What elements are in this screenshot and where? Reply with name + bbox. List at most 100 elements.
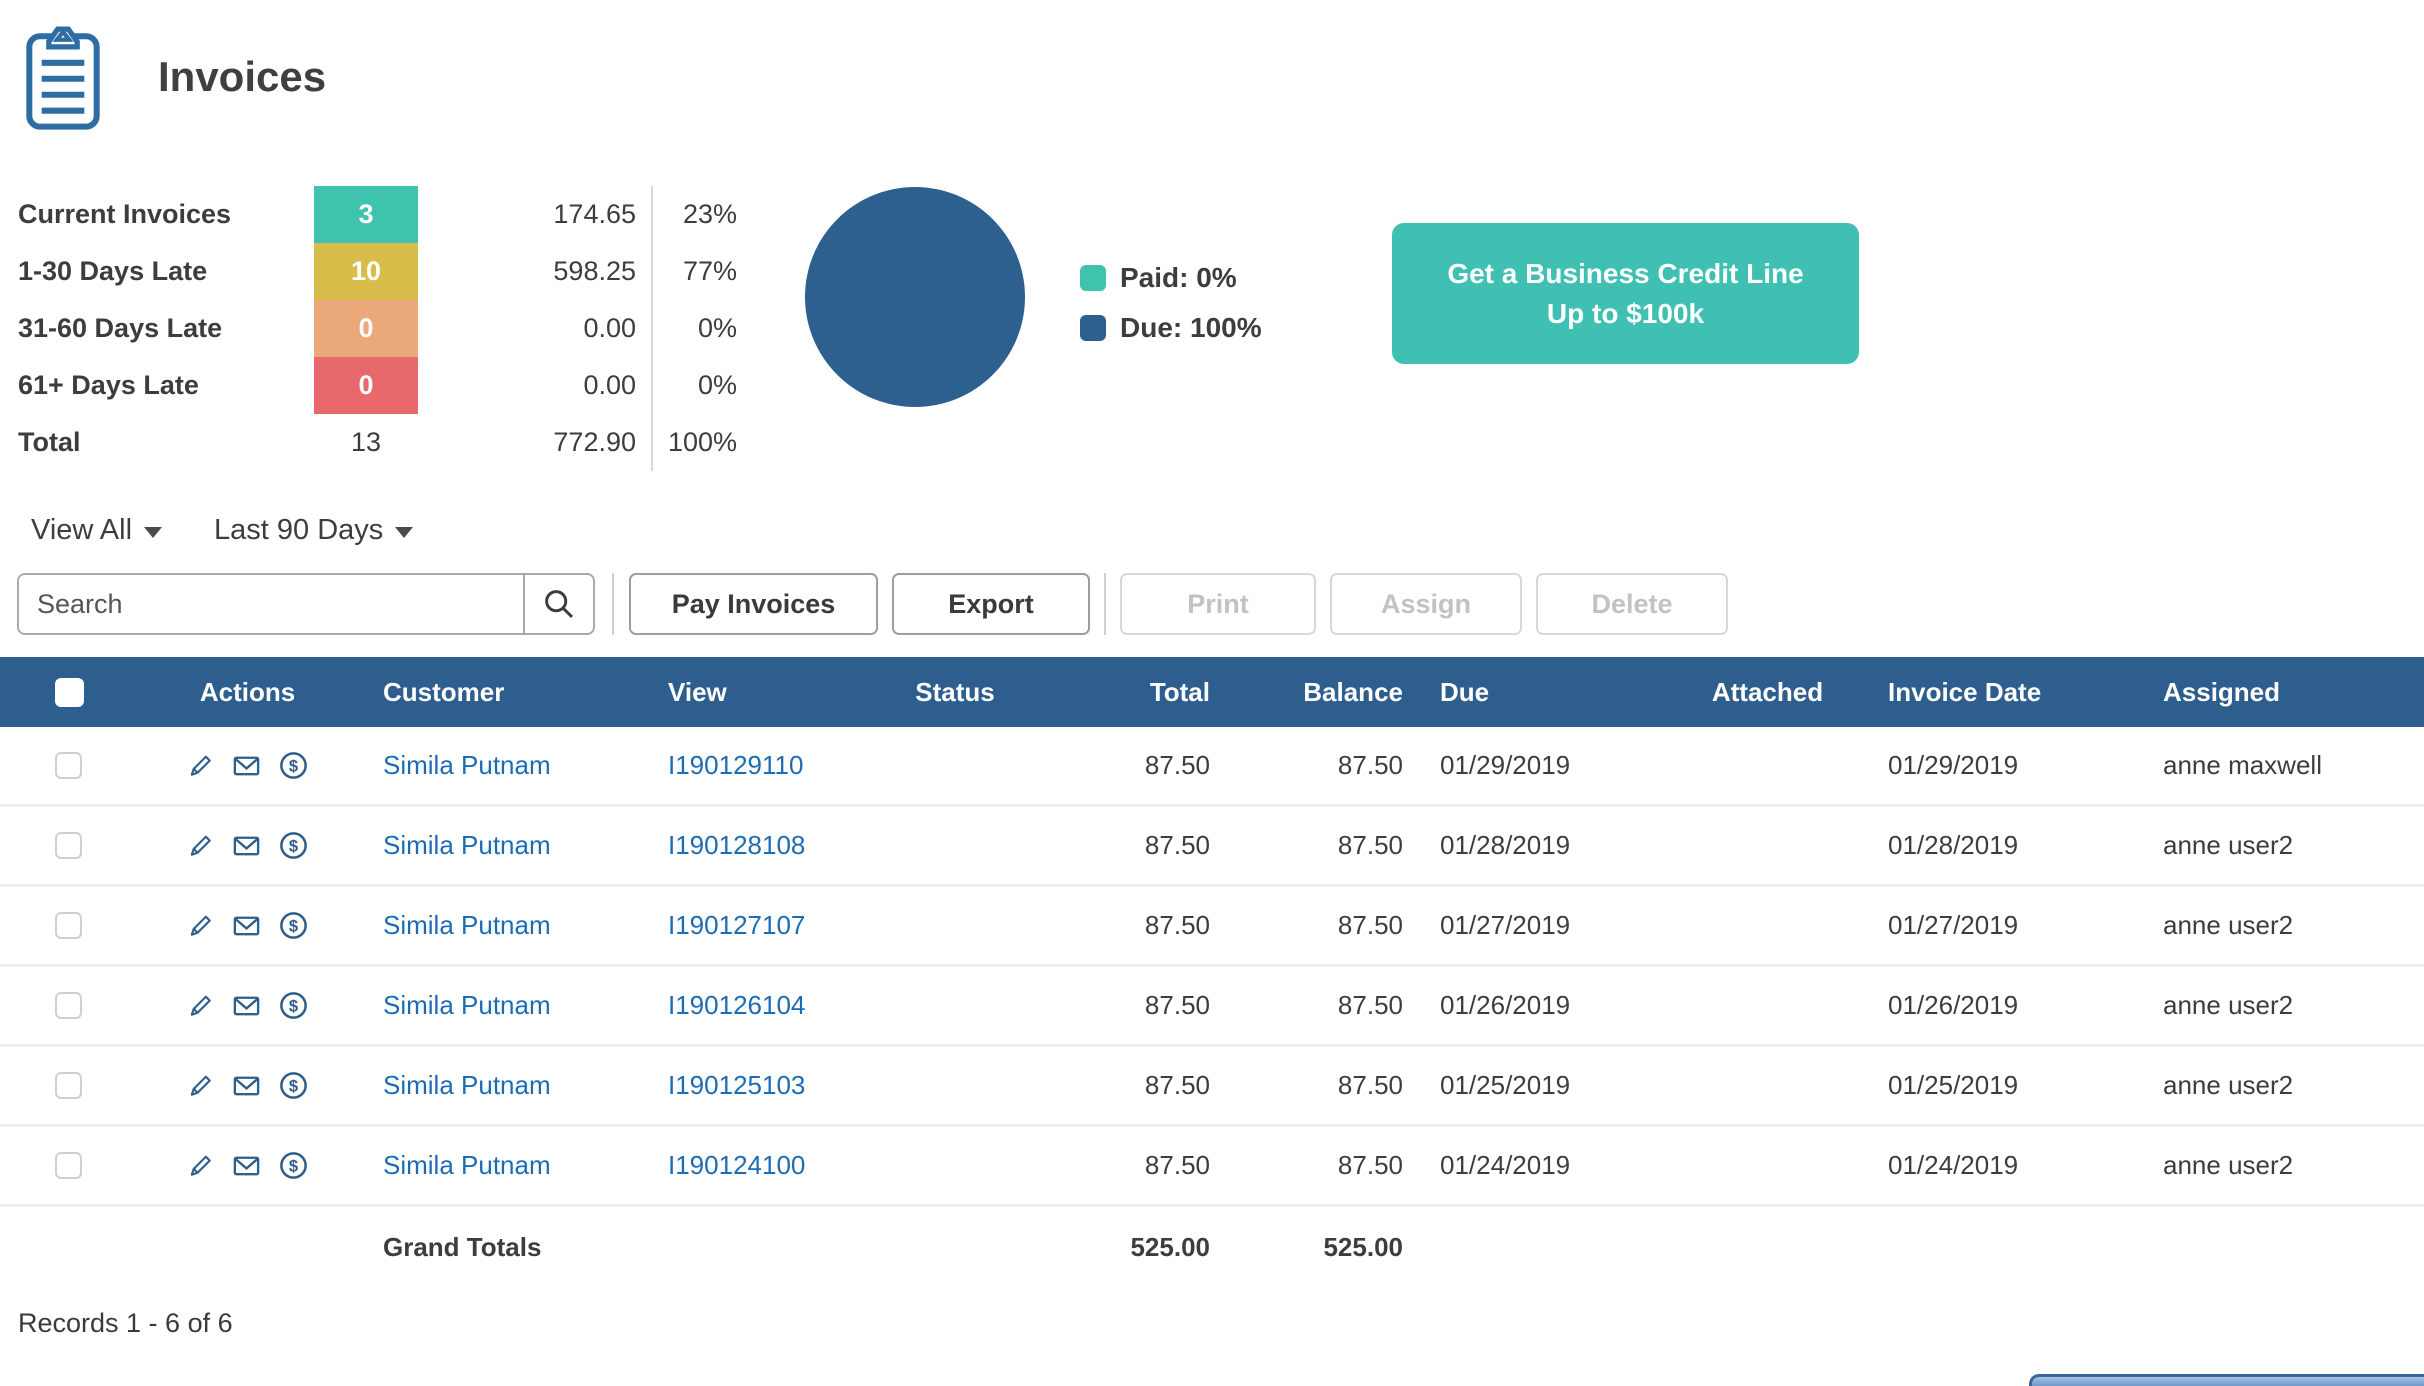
edit-pencil-icon[interactable] [185, 910, 216, 941]
customer-link[interactable]: Simila Putnam [383, 1150, 551, 1180]
assigned-cell: anne user2 [2163, 1150, 2294, 1180]
header-balance[interactable]: Balance [1303, 677, 1403, 707]
total-cell: 87.50 [1144, 1150, 1210, 1180]
customer-link[interactable]: Simila Putnam [383, 990, 551, 1020]
edit-pencil-icon[interactable] [185, 990, 216, 1021]
customer-link[interactable]: Simila Putnam [383, 910, 551, 940]
aging-label: Current Invoices [18, 199, 232, 229]
aging-percent: 0% [651, 300, 737, 357]
aging-label: 61+ Days Late [18, 370, 199, 400]
due-date-cell: 01/28/2019 [1440, 830, 1571, 860]
balance-cell: 87.50 [1337, 1150, 1403, 1180]
payment-dollar-icon[interactable]: $ [277, 1069, 310, 1102]
header-due[interactable]: Due [1440, 677, 1490, 707]
invoice-number-link[interactable]: I190127107 [668, 910, 806, 940]
payment-dollar-icon[interactable]: $ [277, 1149, 310, 1182]
edit-pencil-icon[interactable] [185, 1070, 216, 1101]
row-checkbox[interactable] [55, 1152, 82, 1179]
aging-count-badge: 10 [314, 243, 418, 300]
due-swatch-icon [1080, 315, 1106, 341]
invoices-table: Actions Customer View Status Total Balan… [0, 657, 2424, 1287]
invoice-date-cell: 01/29/2019 [1888, 750, 2019, 780]
header-attached[interactable]: Attached [1711, 677, 1824, 707]
pie-legend: Paid: 0% Due: 100% [1080, 262, 1262, 362]
table-row: $ Simila Putnam I190127107 87.50 87.50 0… [0, 887, 2424, 967]
header-assigned[interactable]: Assigned [2163, 677, 2281, 707]
header-view[interactable]: View [668, 677, 727, 707]
payment-dollar-icon[interactable]: $ [277, 909, 310, 942]
row-checkbox[interactable] [55, 1072, 82, 1099]
select-all-checkbox[interactable] [55, 677, 84, 707]
aging-total-amount: 772.90 [553, 427, 636, 457]
view-filter-dropdown[interactable]: View All [31, 514, 163, 547]
edit-pencil-icon[interactable] [185, 1150, 216, 1181]
search-input[interactable] [19, 575, 523, 633]
invoice-number-link[interactable]: I190124100 [668, 1150, 806, 1180]
balance-cell: 87.50 [1337, 830, 1403, 860]
date-range-label: Last 90 Days [214, 514, 384, 546]
caret-down-icon [144, 527, 163, 538]
assigned-cell: anne user2 [2163, 910, 2294, 940]
header-actions[interactable]: Actions [199, 677, 296, 707]
print-button[interactable]: Print [1120, 573, 1316, 635]
aging-count-badge: 3 [314, 186, 418, 243]
attached-cell [1680, 727, 1855, 804]
table-row: $ Simila Putnam I190124100 87.50 87.50 0… [0, 1127, 2424, 1207]
invoice-number-link[interactable]: I190125103 [668, 1070, 806, 1100]
table-row: $ Simila Putnam I190125103 87.50 87.50 0… [0, 1047, 2424, 1127]
legend-paid-label: Paid: 0% [1120, 262, 1237, 293]
email-envelope-icon[interactable] [230, 830, 263, 861]
row-checkbox[interactable] [55, 912, 82, 939]
header-invoice-date[interactable]: Invoice Date [1888, 677, 2042, 707]
total-cell: 87.50 [1144, 990, 1210, 1020]
toolbar-divider [612, 573, 614, 635]
invoice-date-cell: 01/28/2019 [1888, 830, 2019, 860]
invoice-number-link[interactable]: I190128108 [668, 830, 806, 860]
due-date-cell: 01/29/2019 [1440, 750, 1571, 780]
legend-due-label: Due: 100% [1120, 312, 1262, 343]
row-checkbox[interactable] [55, 992, 82, 1019]
toolbar-divider [1104, 573, 1106, 635]
customer-link[interactable]: Simila Putnam [383, 1070, 551, 1100]
header-customer[interactable]: Customer [383, 677, 505, 707]
balance-cell: 87.50 [1337, 910, 1403, 940]
table-row: $ Simila Putnam I190129110 87.50 87.50 0… [0, 727, 2424, 807]
business-credit-line-button[interactable]: Get a Business Credit Line Up to $100k [1392, 223, 1859, 364]
svg-text:$: $ [289, 1077, 298, 1095]
customer-link[interactable]: Simila Putnam [383, 830, 551, 860]
pay-invoices-button[interactable]: Pay Invoices [629, 573, 878, 635]
delete-button[interactable]: Delete [1536, 573, 1728, 635]
legend-item-due: Due: 100% [1080, 312, 1262, 344]
date-range-dropdown[interactable]: Last 90 Days [214, 514, 414, 547]
assigned-cell: anne user2 [2163, 1070, 2294, 1100]
invoice-number-link[interactable]: I190126104 [668, 990, 806, 1020]
email-envelope-icon[interactable] [230, 990, 263, 1021]
email-envelope-icon[interactable] [230, 750, 263, 781]
payment-dollar-icon[interactable]: $ [277, 749, 310, 782]
row-checkbox[interactable] [55, 832, 82, 859]
email-envelope-icon[interactable] [230, 910, 263, 941]
email-envelope-icon[interactable] [230, 1150, 263, 1181]
payment-dollar-icon[interactable]: $ [277, 989, 310, 1022]
email-envelope-icon[interactable] [230, 1070, 263, 1101]
edit-pencil-icon[interactable] [185, 830, 216, 861]
invoice-number-link[interactable]: I190129110 [668, 750, 804, 780]
invoice-date-cell: 01/25/2019 [1888, 1070, 2019, 1100]
assigned-cell: anne user2 [2163, 990, 2294, 1020]
aging-percent: 23% [651, 186, 737, 243]
attached-cell [1680, 887, 1855, 964]
search-button[interactable] [523, 575, 593, 633]
row-checkbox[interactable] [55, 752, 82, 779]
filters: View All Last 90 Days [31, 514, 414, 547]
edit-pencil-icon[interactable] [185, 750, 216, 781]
assign-button[interactable]: Assign [1330, 573, 1522, 635]
payment-dollar-icon[interactable]: $ [277, 829, 310, 862]
bottom-corner-tab-button[interactable] [2029, 1374, 2424, 1386]
header-status[interactable]: Status [915, 677, 995, 707]
header-total[interactable]: Total [1149, 677, 1210, 707]
view-filter-label: View All [31, 514, 133, 546]
due-date-cell: 01/24/2019 [1440, 1150, 1571, 1180]
total-cell: 87.50 [1144, 830, 1210, 860]
export-button[interactable]: Export [892, 573, 1090, 635]
customer-link[interactable]: Simila Putnam [383, 750, 551, 780]
